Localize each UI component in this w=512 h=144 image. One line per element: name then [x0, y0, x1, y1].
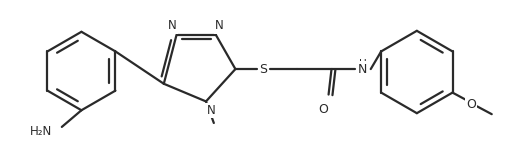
Text: N: N	[216, 19, 224, 32]
Text: S: S	[259, 62, 267, 76]
Text: N: N	[358, 62, 368, 76]
Text: H: H	[359, 59, 367, 69]
Text: N: N	[168, 19, 177, 32]
Text: O: O	[319, 103, 329, 116]
Text: O: O	[466, 98, 476, 111]
Text: H₂N: H₂N	[30, 125, 52, 138]
Text: N: N	[206, 104, 215, 117]
